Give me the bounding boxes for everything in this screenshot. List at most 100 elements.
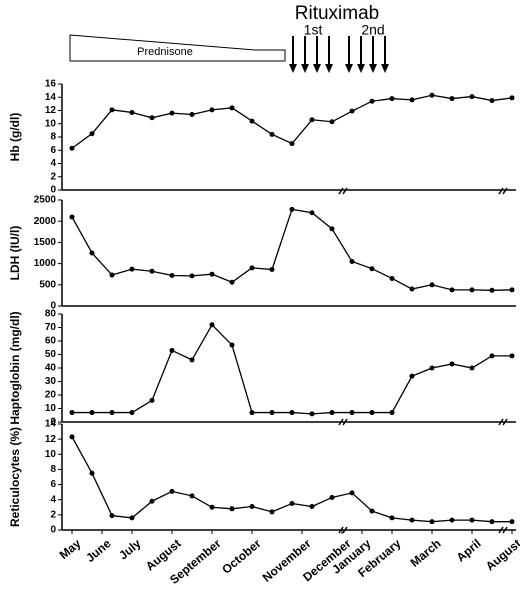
- data-point: [489, 353, 495, 359]
- data-point: [509, 519, 515, 525]
- data-point: [169, 272, 175, 278]
- y-tick-label: 2500: [34, 195, 57, 206]
- data-point: [209, 107, 215, 113]
- data-point: [349, 410, 355, 416]
- data-point: [349, 108, 355, 114]
- y-tick-label: 0: [50, 417, 56, 428]
- data-point: [109, 272, 115, 278]
- axis-breaks: [338, 187, 508, 534]
- data-point: [189, 357, 195, 363]
- y-tick-label: 30: [45, 376, 57, 387]
- data-point: [249, 265, 255, 271]
- data-point: [409, 97, 415, 103]
- prednisone-label: Prednisone: [137, 46, 193, 58]
- data-point: [169, 488, 175, 494]
- y-tick-label: 20: [45, 390, 57, 401]
- data-point: [169, 110, 175, 116]
- y-tick-label: 14: [45, 419, 57, 430]
- series-line: [72, 323, 512, 415]
- y-tick-label: 40: [45, 363, 57, 374]
- data-point: [69, 145, 75, 151]
- data-point: [469, 287, 475, 293]
- data-point: [269, 410, 275, 416]
- y-tick-label: 10: [45, 403, 57, 414]
- y-axis-label: Hb (g/dl): [8, 113, 22, 162]
- arrow-head: [357, 64, 365, 73]
- data-point: [229, 342, 235, 348]
- arrow-head: [369, 64, 377, 73]
- data-point: [429, 365, 435, 371]
- data-point: [249, 410, 255, 416]
- data-point: [109, 107, 115, 113]
- x-tick-label: July: [116, 536, 144, 562]
- arrow-head: [289, 64, 297, 73]
- x-tick-label: March: [408, 536, 444, 569]
- x-tick-label: August: [483, 536, 520, 573]
- data-point: [369, 266, 375, 272]
- data-point: [469, 365, 475, 371]
- series-line: [71, 94, 513, 149]
- y-tick-label: 50: [45, 349, 57, 360]
- data-point: [309, 210, 315, 216]
- y-tick-label: 1500: [34, 237, 57, 248]
- break: [338, 187, 344, 195]
- y-axis-label: Haptoglobin (mg/dl): [8, 311, 22, 424]
- data-point: [149, 268, 155, 274]
- data-point: [69, 214, 75, 220]
- data-point: [309, 117, 315, 123]
- x-tick-label: October: [219, 536, 263, 577]
- y-tick-label: 10: [45, 118, 57, 129]
- x-tick-label: May: [57, 536, 84, 562]
- data-point: [249, 504, 255, 510]
- y-tick-label: 8: [50, 464, 56, 475]
- x-tick-label: April: [454, 536, 484, 564]
- y-tick-label: 0: [50, 525, 56, 536]
- y-tick-label: 70: [45, 322, 57, 333]
- y-tick-label: 6: [50, 479, 56, 490]
- data-point: [329, 226, 335, 232]
- data-point: [149, 498, 155, 504]
- data-point: [429, 282, 435, 288]
- data-point: [69, 434, 75, 440]
- data-point: [209, 504, 215, 510]
- series-line: [71, 208, 513, 291]
- data-point: [269, 131, 275, 137]
- y-tick-label: 60: [45, 336, 57, 347]
- data-point: [249, 118, 255, 124]
- data-point: [109, 513, 115, 519]
- data-point: [449, 361, 455, 367]
- data-point: [509, 95, 515, 101]
- data-point: [89, 131, 95, 137]
- y-tick-label: 4: [50, 158, 56, 169]
- prednisone-wedge: [69, 34, 286, 62]
- arrow-head: [313, 64, 321, 73]
- arrow-head: [345, 64, 353, 73]
- data-point: [309, 504, 315, 510]
- data-point: [69, 410, 75, 416]
- data-point: [369, 508, 375, 514]
- y-tick-label: 2000: [34, 216, 57, 227]
- arrow-head: [381, 64, 389, 73]
- data-point: [429, 519, 435, 525]
- data-point: [429, 92, 435, 98]
- data-point: [229, 506, 235, 512]
- data-point: [329, 410, 335, 416]
- data-point: [189, 493, 195, 499]
- y-tick-label: 6: [50, 145, 56, 156]
- data-point: [269, 509, 275, 515]
- data-point: [89, 410, 95, 416]
- prednisone-bar: Prednisone: [69, 34, 286, 62]
- data-point: [509, 353, 515, 359]
- data-point: [289, 206, 295, 212]
- first-course-label: 1st: [304, 22, 323, 38]
- data-point: [89, 470, 95, 476]
- data-point: [349, 490, 355, 496]
- data-point: [409, 373, 415, 379]
- data-point: [489, 519, 495, 525]
- y-tick-label: 2: [50, 509, 56, 520]
- y-tick-label: 0: [50, 301, 56, 312]
- y-tick-label: 4: [50, 494, 56, 505]
- y-tick-label: 0: [50, 185, 56, 196]
- y-tick-label: 80: [45, 309, 57, 320]
